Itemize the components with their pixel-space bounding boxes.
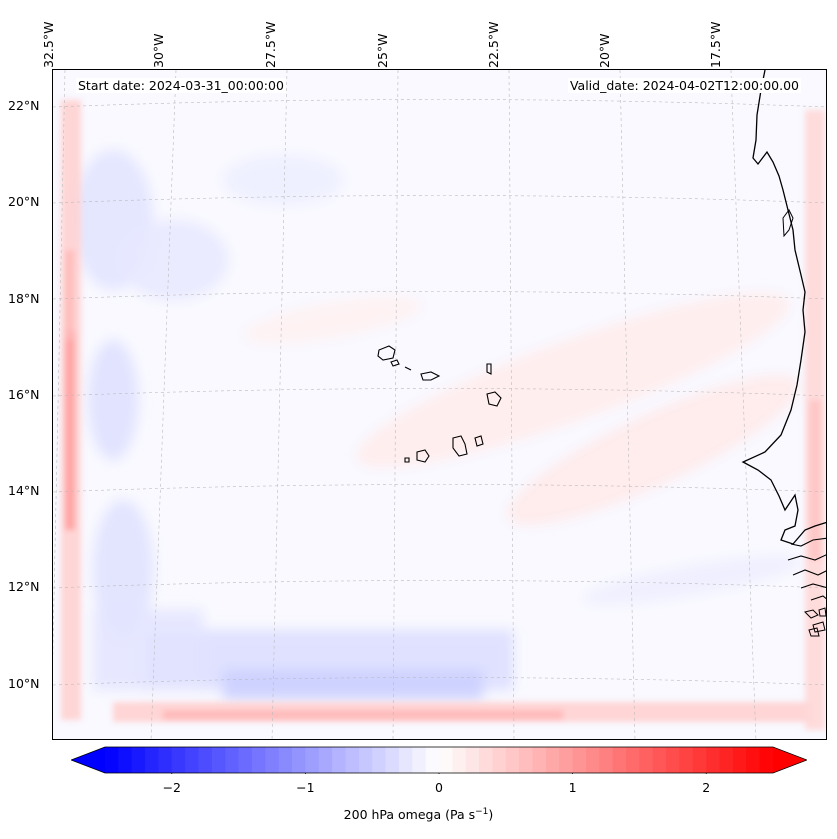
colorbar-segment — [599, 747, 614, 773]
lon-label-20w: 20°W — [597, 33, 612, 68]
lat-label-22n: 22°N — [8, 98, 40, 113]
colorbar-segment — [105, 747, 119, 773]
colorbar-tick-label: 0 — [435, 780, 443, 795]
colorbar-tick-label: 1 — [568, 780, 577, 795]
map-panel — [52, 69, 827, 740]
lat-label-18n: 18°N — [8, 291, 40, 306]
colorbar-segments — [71, 747, 807, 773]
colorbar-segment — [251, 747, 266, 773]
colorbar-segment — [479, 747, 493, 773]
colorbar-segment — [492, 747, 507, 773]
cape-verde-islands — [377, 345, 502, 463]
colorbar-segment — [692, 747, 707, 773]
colorbar-extend-high — [773, 747, 807, 773]
colorbar-segment — [439, 747, 453, 773]
colorbar-segment — [585, 747, 600, 773]
omega-field-shading — [73, 150, 802, 700]
colorbar-segment — [332, 747, 346, 773]
colorbar-variable: 200 hPa omega — [343, 807, 442, 823]
lat-label-14n: 14°N — [8, 483, 40, 498]
colorbar-segment — [452, 747, 467, 773]
colorbar-segment — [345, 747, 360, 773]
lon-label-25w: 25°W — [375, 33, 390, 68]
colorbar-units-exponent: −1 — [475, 807, 489, 817]
omega-field-map — [53, 70, 826, 739]
graticule — [53, 70, 826, 739]
lat-label-12n: 12°N — [8, 579, 40, 594]
colorbar-segment — [398, 747, 413, 773]
colorbar-segment — [652, 747, 667, 773]
colorbar-segment — [158, 747, 173, 773]
colorbar-segment — [238, 747, 253, 773]
colorbar-segment — [505, 747, 520, 773]
lat-label-16n: 16°N — [8, 387, 40, 402]
colorbar-segment — [759, 747, 774, 773]
colorbar-segment — [198, 747, 213, 773]
colorbar-segment — [572, 747, 587, 773]
colorbar-segment — [732, 747, 747, 773]
colorbar — [71, 746, 807, 774]
colorbar-segment — [545, 747, 560, 773]
colorbar-segment — [719, 747, 734, 773]
colorbar-segment — [292, 747, 306, 773]
gambia-river-outline — [790, 537, 826, 547]
colorbar-segment — [532, 747, 547, 773]
lon-label-22-5w: 22.5°W — [486, 21, 501, 68]
colorbar-segment — [118, 747, 133, 773]
colorbar-segment — [425, 747, 440, 773]
colorbar-segment — [318, 747, 333, 773]
colorbar-segment — [131, 747, 146, 773]
colorbar-segment — [211, 747, 226, 773]
colorbar-segment — [465, 747, 480, 773]
colorbar-segment — [278, 747, 293, 773]
guinea-bissau-coast — [787, 554, 826, 601]
colorbar-outline — [71, 746, 807, 774]
colorbar-segment — [626, 747, 640, 773]
colorbar-segment — [185, 747, 200, 773]
bijagos-islands — [804, 607, 826, 637]
colorbar-segment — [358, 747, 373, 773]
senegal-cape-detail — [782, 209, 794, 238]
colorbar-tick-label: 2 — [702, 780, 711, 795]
colorbar-segment — [679, 747, 694, 773]
colorbar-segment — [519, 747, 534, 773]
colorbar-units: Pa s — [450, 807, 476, 823]
colorbar-segment — [706, 747, 721, 773]
colorbar-segment — [385, 747, 400, 773]
colorbar-segment — [171, 747, 186, 773]
colorbar-segment — [145, 747, 159, 773]
colorbar-segment — [225, 747, 240, 773]
colorbar-label: 200 hPa omega (Pa s−1) — [343, 807, 494, 823]
colorbar-segment — [746, 747, 761, 773]
african-coastline — [741, 70, 826, 545]
colorbar-segment — [612, 747, 627, 773]
colorbar-tick-label: −2 — [162, 780, 182, 795]
lon-label-30w: 30°W — [151, 33, 166, 68]
colorbar-segment — [666, 747, 680, 773]
valid-date-label: Valid_date: 2024-04-02T12:00:00.00 — [567, 78, 801, 93]
lon-label-27-5w: 27.5°W — [263, 21, 278, 68]
start-date-label: Start date: 2024-03-31_00:00:00 — [76, 78, 286, 93]
lon-label-17-5w: 17.5°W — [708, 21, 723, 68]
omega-field-edges — [61, 100, 825, 730]
lon-label-32-5w: 32.5°W — [41, 21, 56, 68]
colorbar-extend-low — [71, 747, 105, 773]
colorbar-segment — [639, 747, 654, 773]
lat-label-10n: 10°N — [8, 676, 40, 691]
colorbar-tickmarks — [171, 773, 707, 774]
colorbar-segment — [559, 747, 574, 773]
colorbar-segment — [265, 747, 280, 773]
colorbar-segment — [372, 747, 387, 773]
colorbar-segment — [305, 747, 320, 773]
colorbar-segment — [412, 747, 427, 773]
lat-label-20n: 20°N — [8, 194, 40, 209]
colorbar-tick-label: −1 — [296, 780, 315, 795]
